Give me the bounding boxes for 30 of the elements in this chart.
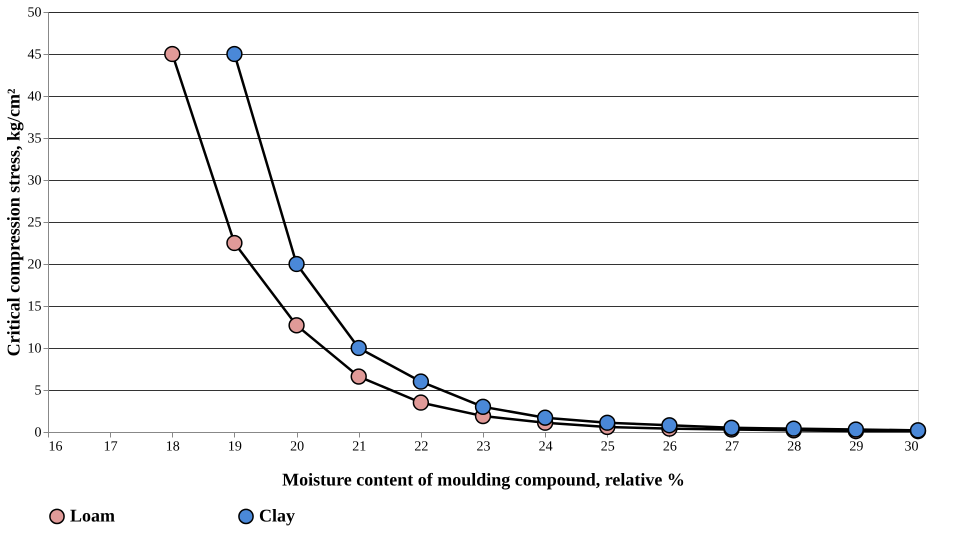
y-tick-label: 10 (28, 342, 42, 356)
x-tick-label: 21 (352, 440, 366, 454)
y-tick-label: 30 (28, 174, 42, 188)
x-tick-label: 25 (600, 440, 615, 454)
y-tick-label: 25 (28, 216, 42, 230)
y-tick-label: 0 (34, 426, 42, 440)
x-tick-label: 29 (849, 440, 864, 454)
x-tick-label: 20 (290, 440, 304, 454)
y-tick-label: 45 (28, 48, 42, 62)
legend-label: Clay (259, 505, 295, 526)
x-tick-label: 19 (228, 440, 242, 454)
x-tick-label: 22 (414, 440, 428, 454)
y-tick-label: 15 (28, 300, 42, 314)
x-tick-label: 18 (166, 440, 180, 454)
x-tick-label: 28 (787, 440, 802, 454)
x-tick-label: 30 (904, 440, 918, 454)
x-tick-label: 27 (725, 440, 740, 454)
y-tick-label: 50 (28, 6, 42, 20)
y-tick-label: 20 (28, 258, 42, 272)
y-tick-label: 40 (28, 90, 42, 104)
y-tick-label: 5 (34, 384, 42, 398)
x-tick-label: 23 (476, 440, 490, 454)
y-axis-title: Critical compression stress, kg/cm² (4, 88, 24, 356)
legend-label: Loam (70, 505, 116, 526)
x-tick-label: 26 (662, 440, 677, 454)
y-tick-label: 35 (28, 132, 42, 146)
x-tick-label: 17 (104, 440, 118, 454)
x-axis-title: Moisture content of moulding compound, relative % (282, 470, 685, 490)
x-tick-label: 16 (48, 440, 62, 454)
x-tick-label: 24 (538, 440, 553, 454)
